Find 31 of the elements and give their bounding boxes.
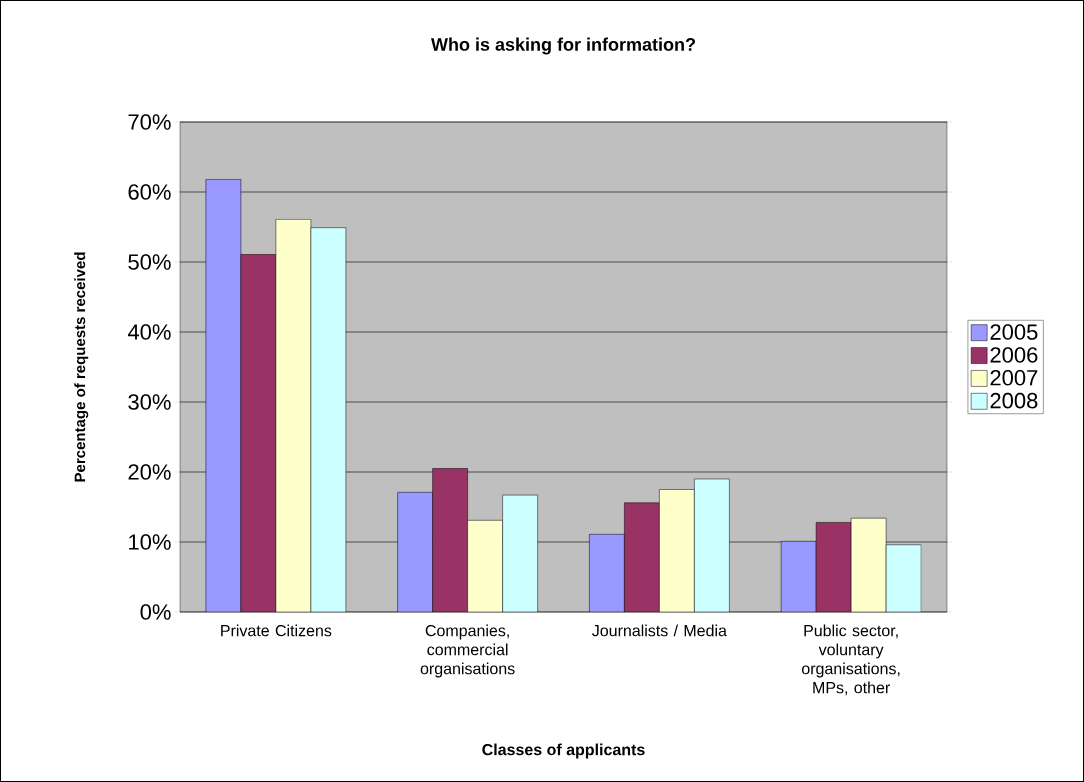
bar (589, 534, 625, 612)
bar (397, 492, 433, 612)
y-tick-label: 50% (128, 254, 171, 270)
x-tick-label: Public sector, voluntary organisations, MPs, other (802, 624, 900, 696)
bar (432, 468, 468, 612)
y-tick-label: 70% (128, 114, 171, 130)
bar (205, 179, 242, 612)
legend-label: 2007 (990, 369, 1038, 386)
bar (815, 522, 852, 612)
chart-title: Who is asking for information? (431, 37, 695, 55)
bar (659, 489, 695, 612)
bar (624, 502, 660, 612)
x-tick-label: Companies, commercial organisations (420, 624, 515, 678)
bar (850, 517, 887, 612)
bar (240, 254, 277, 612)
y-tick-label: 20% (128, 464, 171, 480)
x-tick-label: Journalists / Media (592, 624, 727, 637)
legend-label: 2005 (990, 324, 1038, 340)
legend-label: 2008 (990, 392, 1038, 409)
y-axis-title: Percentage of requests received (74, 252, 89, 482)
y-tick-label: 10% (129, 534, 171, 550)
x-tick-label: Private Citizens (221, 624, 332, 637)
y-tick-label: 40% (127, 324, 171, 340)
y-tick-label: 60% (128, 184, 171, 200)
bar (467, 520, 503, 612)
x-axis-title: Classes of applicants (482, 743, 645, 759)
bar (780, 541, 817, 612)
legend-label: 2006 (990, 347, 1038, 363)
bar (275, 219, 312, 612)
y-tick-label: 0% (140, 604, 171, 620)
y-tick-label: 30% (128, 394, 171, 410)
